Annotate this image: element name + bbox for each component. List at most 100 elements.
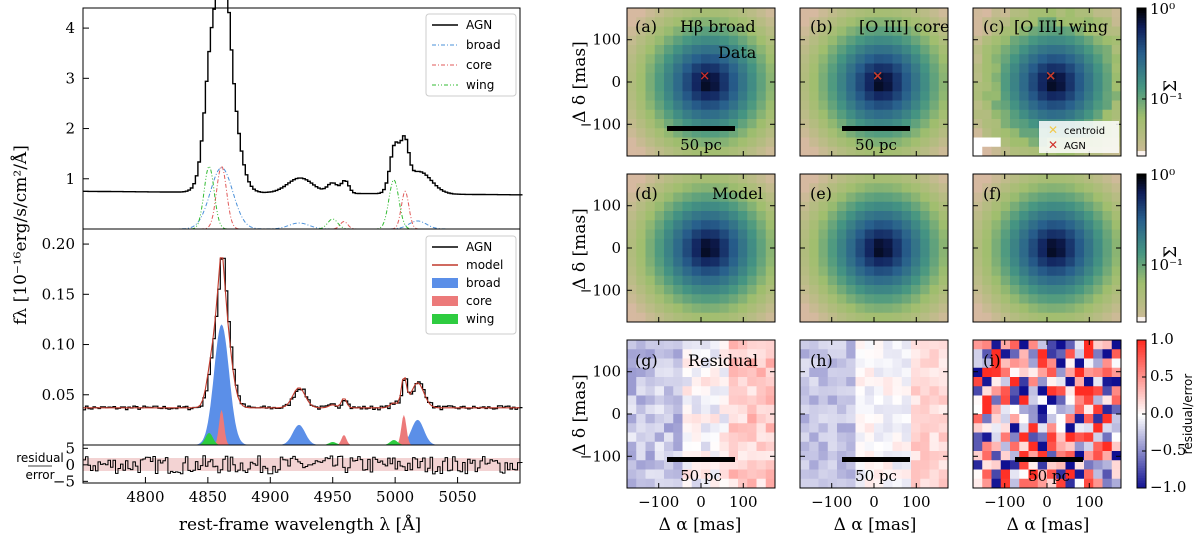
map-pixel xyxy=(1084,303,1094,314)
map-pixel xyxy=(636,229,646,240)
map-pixel xyxy=(691,469,702,480)
map-pixel xyxy=(911,386,921,396)
colorbar-step xyxy=(1137,414,1146,417)
map-pixel xyxy=(682,349,693,359)
map-pixel xyxy=(1056,414,1066,424)
map-pixel xyxy=(701,137,711,148)
map-pixel xyxy=(1102,248,1113,258)
colorbar-step xyxy=(1137,248,1146,251)
map-pixel xyxy=(627,441,637,452)
map-pixel xyxy=(636,404,646,415)
map-pixel xyxy=(874,266,884,277)
map-pixel xyxy=(765,432,776,443)
map-pixel xyxy=(892,358,903,369)
map-pixel xyxy=(1028,285,1039,295)
map-pixel xyxy=(800,183,810,193)
map-pixel xyxy=(654,174,665,184)
legend-model-text: model xyxy=(466,258,503,272)
map-pixel xyxy=(911,469,921,480)
colorbar-tick-label: 10⁻¹ xyxy=(1150,256,1183,274)
map-pixel xyxy=(1000,275,1011,286)
map-pixel xyxy=(892,349,903,359)
map-pixel xyxy=(1047,248,1057,258)
colorbar-step xyxy=(1137,174,1146,177)
map-pixel xyxy=(1010,367,1020,378)
map-pixel xyxy=(1084,100,1094,111)
map-pixel xyxy=(1093,17,1103,27)
map-pixel xyxy=(874,303,884,314)
map-pixel xyxy=(691,8,702,18)
map-pixel xyxy=(738,451,748,461)
map-pixel xyxy=(1102,192,1113,203)
colorbar-step xyxy=(1137,218,1146,222)
map-pixel xyxy=(1111,54,1122,64)
map-pixel xyxy=(682,441,693,452)
map-pixel xyxy=(747,211,757,221)
map-pixel xyxy=(1000,229,1011,240)
map-pixel xyxy=(1047,294,1057,304)
map-pixel xyxy=(911,451,921,461)
map-pixel xyxy=(701,8,711,18)
map-pixel xyxy=(1028,266,1039,277)
map-pixel xyxy=(846,26,856,37)
map-pixel xyxy=(710,91,720,101)
map-pixel xyxy=(982,211,992,221)
map-pixel xyxy=(1065,82,1076,92)
colorbar-step xyxy=(1137,265,1146,269)
map-pixel xyxy=(627,312,637,323)
map-pixel xyxy=(719,266,730,277)
map-pixel xyxy=(864,441,875,452)
map-pixel xyxy=(892,469,903,480)
map-pixel xyxy=(883,451,893,461)
map-pixel xyxy=(883,275,893,286)
map-pixel xyxy=(938,266,949,277)
map-pixel xyxy=(901,17,912,27)
map-pixel xyxy=(719,358,730,369)
map-pixel xyxy=(728,109,739,120)
map-pixel xyxy=(1102,174,1113,184)
map-pixel xyxy=(691,423,702,433)
map-pixel xyxy=(818,257,829,267)
map-pixel xyxy=(837,109,847,120)
map-pixel xyxy=(1093,285,1103,295)
map-pixel xyxy=(892,441,903,452)
map-pixel xyxy=(654,312,665,323)
colorbar-step xyxy=(1137,67,1146,71)
map-pixel xyxy=(1037,423,1048,433)
map-pixel xyxy=(1028,128,1039,138)
map-pixel xyxy=(864,201,875,212)
residual-ylabel-top: residual xyxy=(16,451,64,465)
map-pixel xyxy=(756,238,767,249)
map-pixel xyxy=(765,469,776,480)
map-pixel xyxy=(1093,211,1103,221)
colorbar-step xyxy=(1137,386,1146,390)
map-pixel xyxy=(973,257,983,267)
map-pixel xyxy=(846,17,856,27)
map-pixel xyxy=(710,312,720,323)
map-pixel xyxy=(1111,109,1122,120)
map-pixel xyxy=(691,460,702,470)
map-pixel xyxy=(973,183,983,193)
map-pixel xyxy=(1019,275,1029,286)
map-ytick-label: −100 xyxy=(580,447,621,465)
map-pixel xyxy=(1000,8,1011,18)
map-pixel xyxy=(1084,26,1094,37)
map-pixel xyxy=(855,192,866,203)
map-pixel xyxy=(673,146,683,157)
map-pixel xyxy=(800,478,810,489)
map-pixel xyxy=(855,72,866,83)
map-pixel xyxy=(883,358,893,369)
map-pixel xyxy=(874,275,884,286)
map-pixel xyxy=(636,275,646,286)
map-pixel xyxy=(901,91,912,101)
map-pixel xyxy=(920,146,930,157)
map-pixel xyxy=(818,275,829,286)
colorbar-step xyxy=(1137,470,1146,474)
map-pixel xyxy=(1047,441,1057,452)
map-pixel xyxy=(682,432,693,443)
map-pixel xyxy=(682,451,693,461)
map-pixel xyxy=(728,100,739,111)
colorbar-step xyxy=(1137,49,1146,53)
map-pixel xyxy=(1047,82,1057,92)
colorbar-step xyxy=(1137,235,1146,239)
